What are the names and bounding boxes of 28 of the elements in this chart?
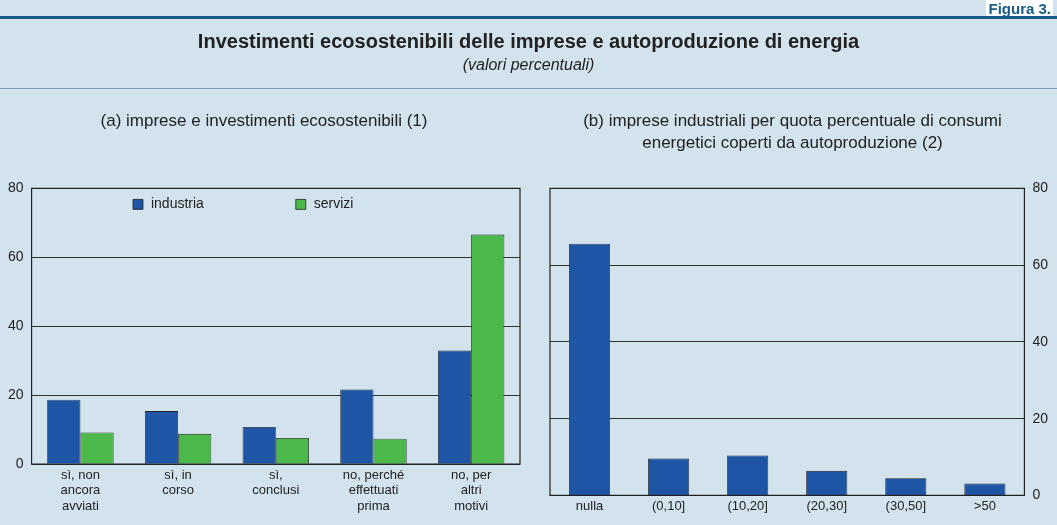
legend-label: industria (150, 195, 205, 212)
y-tick-label: 40 (7, 317, 24, 334)
y-tick-label: 80 (7, 179, 24, 196)
y2-tick-label: 80 (1032, 179, 1049, 196)
x-tick-label: (10,20] (727, 497, 768, 513)
x-tick-label: >50 (973, 497, 996, 513)
x-tick-label: sì, conclusi (252, 466, 300, 498)
y-tick-label: 0 (15, 455, 24, 472)
x-tick-label: (0,10] (651, 497, 686, 513)
y2-tick-label: 40 (1032, 332, 1049, 349)
x-tick-label: (30,50] (885, 497, 927, 513)
x-tick-label: sì, in corso (162, 466, 194, 498)
x-tick-label: nulla (575, 497, 605, 513)
y2-tick-label: 60 (1032, 256, 1049, 273)
text: (valori percentuali) (461, 56, 596, 74)
y-tick-label: 60 (7, 248, 24, 265)
y2-tick-label: 0 (1032, 486, 1041, 503)
x-tick-label: (20,30] (806, 497, 847, 513)
x-tick-label: no, perché effettuati prima (342, 466, 405, 513)
chart-title: (b) imprese industriali per quota percentuale di consumi energetici coperti da autoproduzione (2) (582, 110, 1003, 154)
y2-tick-label: 20 (1032, 409, 1049, 426)
text: Figura 3. (986, 0, 1053, 17)
chart-title: (a) imprese e investimenti ecosostenibili (1) (99, 110, 429, 132)
y-tick-label: 20 (7, 386, 24, 403)
x-tick-label: sì, non ancora avviati (60, 466, 102, 513)
text: Investimenti ecosostenibili delle imprese e autoproduzione di energia (196, 30, 861, 53)
legend-label: servizi (313, 195, 354, 212)
x-tick-label: no, per altri motivi (450, 466, 493, 513)
